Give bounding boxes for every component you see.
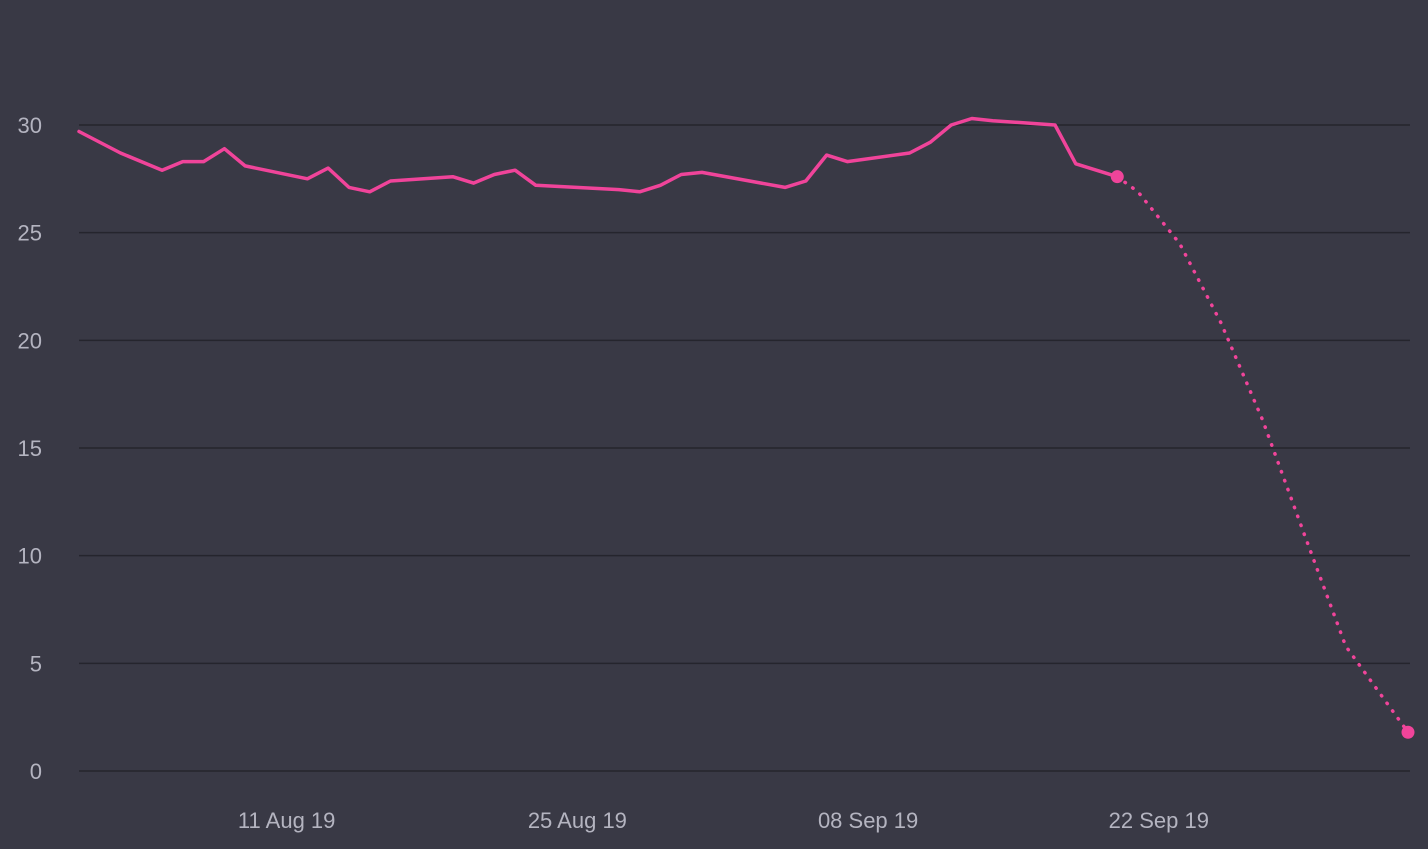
y-tick-label-25: 25 [18,221,42,246]
marker-end[interactable] [1401,725,1415,739]
forecast-line [1115,174,1410,734]
gridlines [79,124,1410,772]
series-group [77,116,1410,734]
y-tick-label-5: 5 [30,651,42,676]
x-axis-ticks: 11 Aug 19 25 Aug 19 08 Sep 19 22 Sep 19 [238,808,1209,833]
actual-line [77,116,1120,194]
y-tick-label-20: 20 [18,328,42,353]
y-tick-label-10: 10 [18,544,42,569]
marker-start[interactable] [1110,170,1124,184]
y-axis-ticks: 0 5 10 15 20 25 30 [18,113,42,784]
y-tick-label-30: 30 [18,113,42,138]
y-tick-label-15: 15 [18,436,42,461]
y-tick-label-0: 0 [30,759,42,784]
x-tick-label-0: 11 Aug 19 [238,808,335,833]
x-tick-label-1: 25 Aug 19 [528,808,627,833]
marker-group [1110,170,1415,739]
x-tick-label-3: 22 Sep 19 [1109,808,1209,833]
x-tick-label-2: 08 Sep 19 [818,808,918,833]
